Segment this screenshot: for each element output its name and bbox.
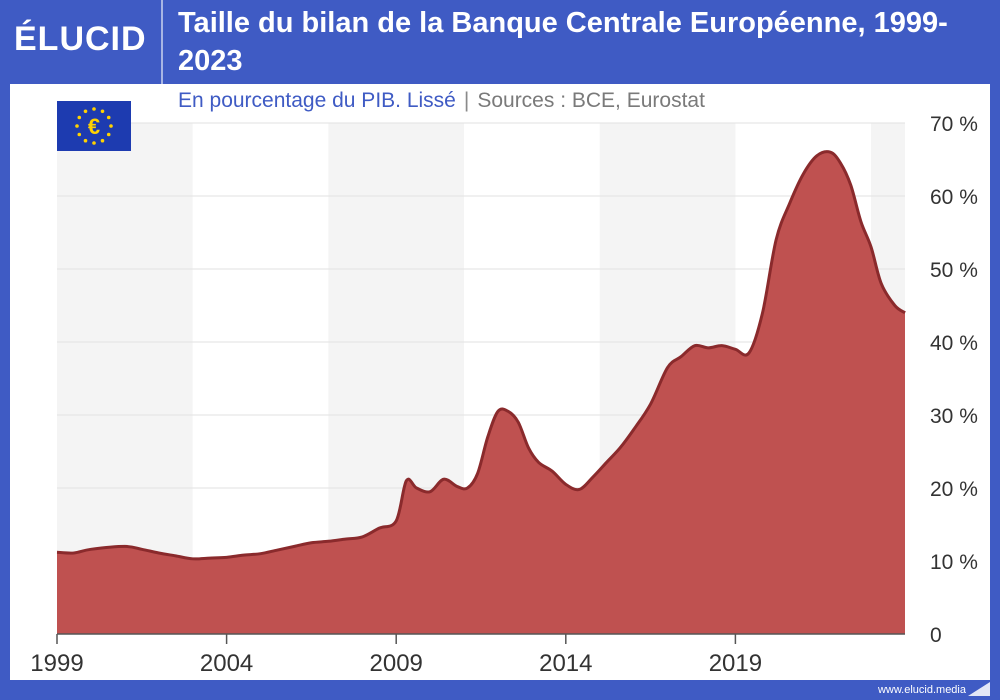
flag-star-icon xyxy=(106,115,111,120)
flag-star-icon xyxy=(100,109,105,114)
flag-star-icon xyxy=(83,138,88,143)
x-tick-label: 1999 xyxy=(30,650,83,677)
y-tick-label: 60 % xyxy=(930,186,978,209)
eu-flag-euro-icon: € xyxy=(57,101,131,151)
chart-subtitle: En pourcentage du PIB. Lissé | Sources : B… xyxy=(178,89,705,113)
header-divider xyxy=(161,0,163,84)
y-tick-label: 20 % xyxy=(930,478,978,501)
x-tick-label: 2004 xyxy=(200,650,253,677)
flag-star-icon xyxy=(106,132,111,137)
flag-star-icon xyxy=(83,109,88,114)
y-tick-label: 50 % xyxy=(930,259,978,282)
flag-star-icon xyxy=(75,124,79,128)
footer-url: www.elucid.media xyxy=(877,684,966,696)
elucid-mark-icon xyxy=(968,682,990,696)
x-tick-label: 2014 xyxy=(539,650,592,677)
flag-star-icon xyxy=(77,115,82,120)
flag-star-icon xyxy=(77,132,82,137)
flag-star-icon xyxy=(100,138,105,143)
y-axis-ticks: 0 10 % 20 % 30 % 40 % 50 % 60 % 70 % xyxy=(930,113,978,647)
subtitle-main: En pourcentage du PIB. Lissé xyxy=(178,89,456,112)
chart-title: Taille du bilan de la Banque Centrale Eu… xyxy=(178,7,948,77)
y-tick-label: 30 % xyxy=(930,405,978,428)
area-series-outline xyxy=(56,150,906,561)
subtitle-separator: | xyxy=(463,89,470,112)
y-tick-label: 70 % xyxy=(930,113,978,136)
elucid-logo: ÉLUCID xyxy=(14,20,147,58)
area-series xyxy=(57,151,905,634)
x-tick-label: 2009 xyxy=(370,650,423,677)
y-tick-label: 10 % xyxy=(930,551,978,574)
flag-star-icon xyxy=(92,141,96,145)
header: ÉLUCID Taille du bilan de la Banque Cent… xyxy=(0,0,1000,84)
subtitle-sources: Sources : BCE, Eurostat xyxy=(477,89,705,112)
y-tick-label: 40 % xyxy=(930,332,978,355)
flag-star-icon xyxy=(109,124,113,128)
y-tick-label: 0 xyxy=(930,624,942,647)
x-tick-label: 2019 xyxy=(709,650,762,677)
x-axis-ticks: 1999 2004 2009 2014 2019 xyxy=(30,634,762,677)
flag-star-icon xyxy=(92,107,96,111)
svg-text:€: € xyxy=(88,114,100,139)
